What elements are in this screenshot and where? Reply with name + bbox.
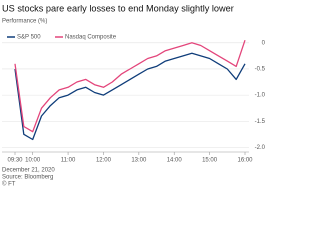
- x-tick-label: 11:00: [61, 158, 76, 164]
- x-tick-label: 10:00: [25, 158, 41, 164]
- chart-subtitle: Performance (%): [2, 19, 47, 25]
- chart-title: US stocks pare early losses to end Monda…: [2, 3, 234, 13]
- x-tick-label: 09:30: [7, 158, 23, 164]
- y-tick-label: -2.0: [255, 145, 266, 151]
- y-tick-label: -1.5: [255, 119, 266, 125]
- x-tick-label: 15:00: [202, 158, 218, 164]
- x-tick-label: 16:00: [237, 158, 253, 164]
- source-note: Source: Bloomberg: [2, 175, 53, 181]
- date-note: December 21, 2020: [2, 168, 55, 174]
- y-tick-label: -0.5: [255, 67, 266, 73]
- legend-label: Nasdaq Composite: [65, 35, 117, 41]
- x-tick-label: 12:00: [96, 158, 112, 164]
- legend-label: S&P 500: [17, 35, 41, 41]
- y-tick-label: -1.0: [255, 93, 266, 99]
- chart: US stocks pare early losses to end Monda…: [2, 3, 266, 188]
- x-tick-label: 13:00: [131, 158, 147, 164]
- series-line: [14, 39, 246, 133]
- credit-note: © FT: [2, 181, 16, 188]
- y-tick-label: 0: [262, 40, 266, 46]
- series-line: [14, 52, 246, 141]
- x-tick-label: 14:00: [167, 158, 183, 164]
